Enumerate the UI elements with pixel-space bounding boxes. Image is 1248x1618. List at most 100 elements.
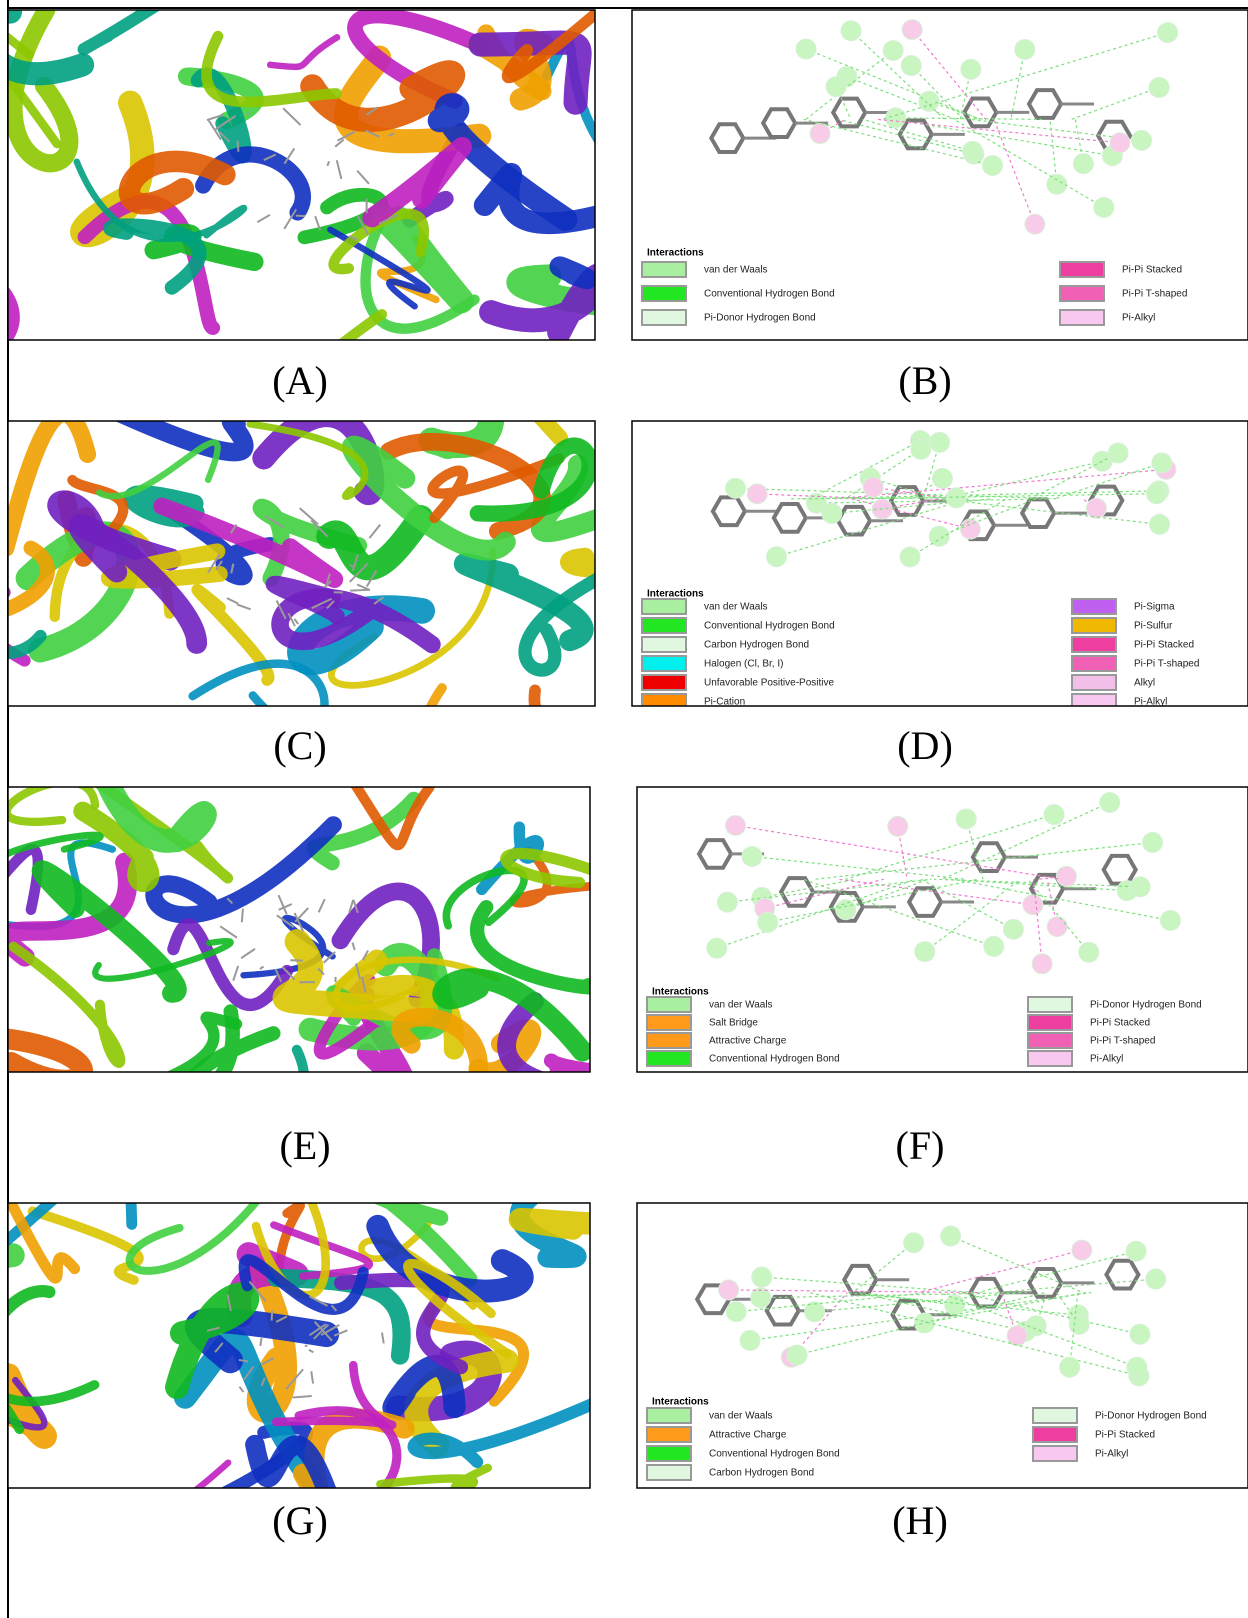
legend-label: Pi-Donor Hydrogen Bond bbox=[1090, 1000, 1202, 1011]
panel bbox=[0, 344, 663, 755]
legend-label: Pi-Alkyl bbox=[1122, 313, 1155, 324]
residue bbox=[841, 21, 861, 41]
residue bbox=[1130, 877, 1150, 897]
residue bbox=[1110, 133, 1130, 153]
residue bbox=[1003, 919, 1023, 939]
residue bbox=[1152, 453, 1172, 473]
residue bbox=[740, 1330, 760, 1350]
ligand-stick bbox=[260, 1338, 261, 1346]
legend-label: Pi-Pi Stacked bbox=[1122, 265, 1182, 276]
residue bbox=[726, 478, 746, 498]
legend-label: Pi-Sulfur bbox=[1134, 621, 1173, 632]
legend-swatch bbox=[642, 656, 686, 671]
residue bbox=[984, 936, 1004, 956]
legend-label: van der Waals bbox=[704, 602, 768, 613]
legend-label: Pi-Alkyl bbox=[1090, 1054, 1123, 1065]
panel-label: (C) bbox=[273, 723, 326, 768]
legend-label: Salt Bridge bbox=[709, 1018, 758, 1029]
panel bbox=[0, 752, 630, 1142]
figure: (A)Interactionsvan der WaalsConventional… bbox=[0, 0, 1248, 1618]
residue bbox=[961, 59, 981, 79]
panel-label: (E) bbox=[279, 1123, 330, 1168]
legend-swatch bbox=[1033, 1408, 1077, 1423]
panel: Interactionsvan der WaalsSalt BridgeAttr… bbox=[637, 787, 1248, 1072]
legend-label: Conventional Hydrogen Bond bbox=[704, 621, 835, 632]
residue bbox=[726, 1302, 746, 1322]
residue bbox=[1108, 443, 1128, 463]
residue bbox=[1132, 130, 1152, 150]
legend-swatch bbox=[1028, 1051, 1072, 1066]
residue bbox=[901, 56, 921, 76]
panel-label: (G) bbox=[272, 1498, 328, 1543]
legend-label: van der Waals bbox=[709, 1000, 773, 1011]
legend-swatch bbox=[1028, 1015, 1072, 1030]
residue bbox=[914, 1313, 934, 1333]
ligand-stick bbox=[242, 909, 243, 923]
residue bbox=[1130, 1324, 1150, 1344]
legend-label: Pi-Pi T-shaped bbox=[1090, 1036, 1155, 1047]
residue bbox=[1149, 77, 1169, 97]
legend-swatch bbox=[1060, 310, 1104, 325]
residue bbox=[1127, 1357, 1147, 1377]
legend-swatch bbox=[647, 1051, 691, 1066]
legend-title: Interactions bbox=[647, 248, 704, 259]
residue bbox=[1079, 942, 1099, 962]
residue bbox=[1023, 895, 1043, 915]
residue bbox=[1158, 23, 1178, 43]
residue bbox=[960, 519, 980, 539]
legend-swatch bbox=[647, 997, 691, 1012]
legend-label: Unfavorable Positive-Positive bbox=[704, 678, 834, 689]
legend-label: Pi-Pi Stacked bbox=[1090, 1018, 1150, 1029]
residue bbox=[888, 816, 908, 836]
residue bbox=[1160, 910, 1180, 930]
legend-label: Pi-Pi Stacked bbox=[1134, 640, 1194, 651]
residue bbox=[836, 900, 856, 920]
legend-label: Attractive Charge bbox=[709, 1036, 787, 1047]
residue bbox=[1100, 792, 1120, 812]
legend-swatch bbox=[647, 1408, 691, 1423]
residue bbox=[1015, 39, 1035, 59]
panel-label: (H) bbox=[892, 1498, 948, 1543]
residue bbox=[1047, 174, 1067, 194]
residue bbox=[1072, 1240, 1092, 1260]
residue bbox=[752, 1267, 772, 1287]
legend-swatch bbox=[1060, 286, 1104, 301]
residue bbox=[946, 488, 966, 508]
legend-swatch bbox=[1028, 997, 1072, 1012]
panel bbox=[0, 0, 630, 402]
legend-swatch bbox=[1060, 262, 1104, 277]
residue bbox=[1060, 1357, 1080, 1377]
legend-label: van der Waals bbox=[709, 1411, 773, 1422]
legend-swatch bbox=[642, 286, 686, 301]
residue bbox=[1044, 805, 1064, 825]
legend-swatch bbox=[1033, 1427, 1077, 1442]
ligand-stick bbox=[349, 565, 353, 566]
residue bbox=[1032, 954, 1052, 974]
legend-swatch bbox=[1028, 1033, 1072, 1048]
residue bbox=[1025, 214, 1045, 234]
legend-swatch bbox=[1072, 637, 1116, 652]
residue bbox=[787, 1345, 807, 1365]
residue bbox=[1073, 154, 1093, 174]
residue bbox=[726, 816, 746, 836]
legend-swatch bbox=[642, 599, 686, 614]
legend-label: Pi-Alkyl bbox=[1095, 1449, 1128, 1460]
legend-label: Pi-Pi Stacked bbox=[1095, 1430, 1155, 1441]
residue bbox=[805, 1302, 825, 1322]
residue bbox=[1143, 832, 1163, 852]
residue bbox=[911, 439, 931, 459]
residue bbox=[919, 91, 939, 111]
legend-label: Conventional Hydrogen Bond bbox=[709, 1449, 840, 1460]
legend-swatch bbox=[647, 1427, 691, 1442]
legend-swatch bbox=[642, 262, 686, 277]
ligand-stick bbox=[238, 141, 239, 152]
residue bbox=[742, 846, 762, 866]
residue bbox=[886, 108, 906, 128]
panel: Interactionsvan der WaalsConventional Hy… bbox=[632, 10, 1248, 340]
residue bbox=[941, 1226, 961, 1246]
panel-label: (B) bbox=[898, 358, 951, 403]
residue bbox=[796, 39, 816, 59]
ribbon bbox=[520, 1219, 607, 1228]
legend-title: Interactions bbox=[647, 589, 704, 600]
